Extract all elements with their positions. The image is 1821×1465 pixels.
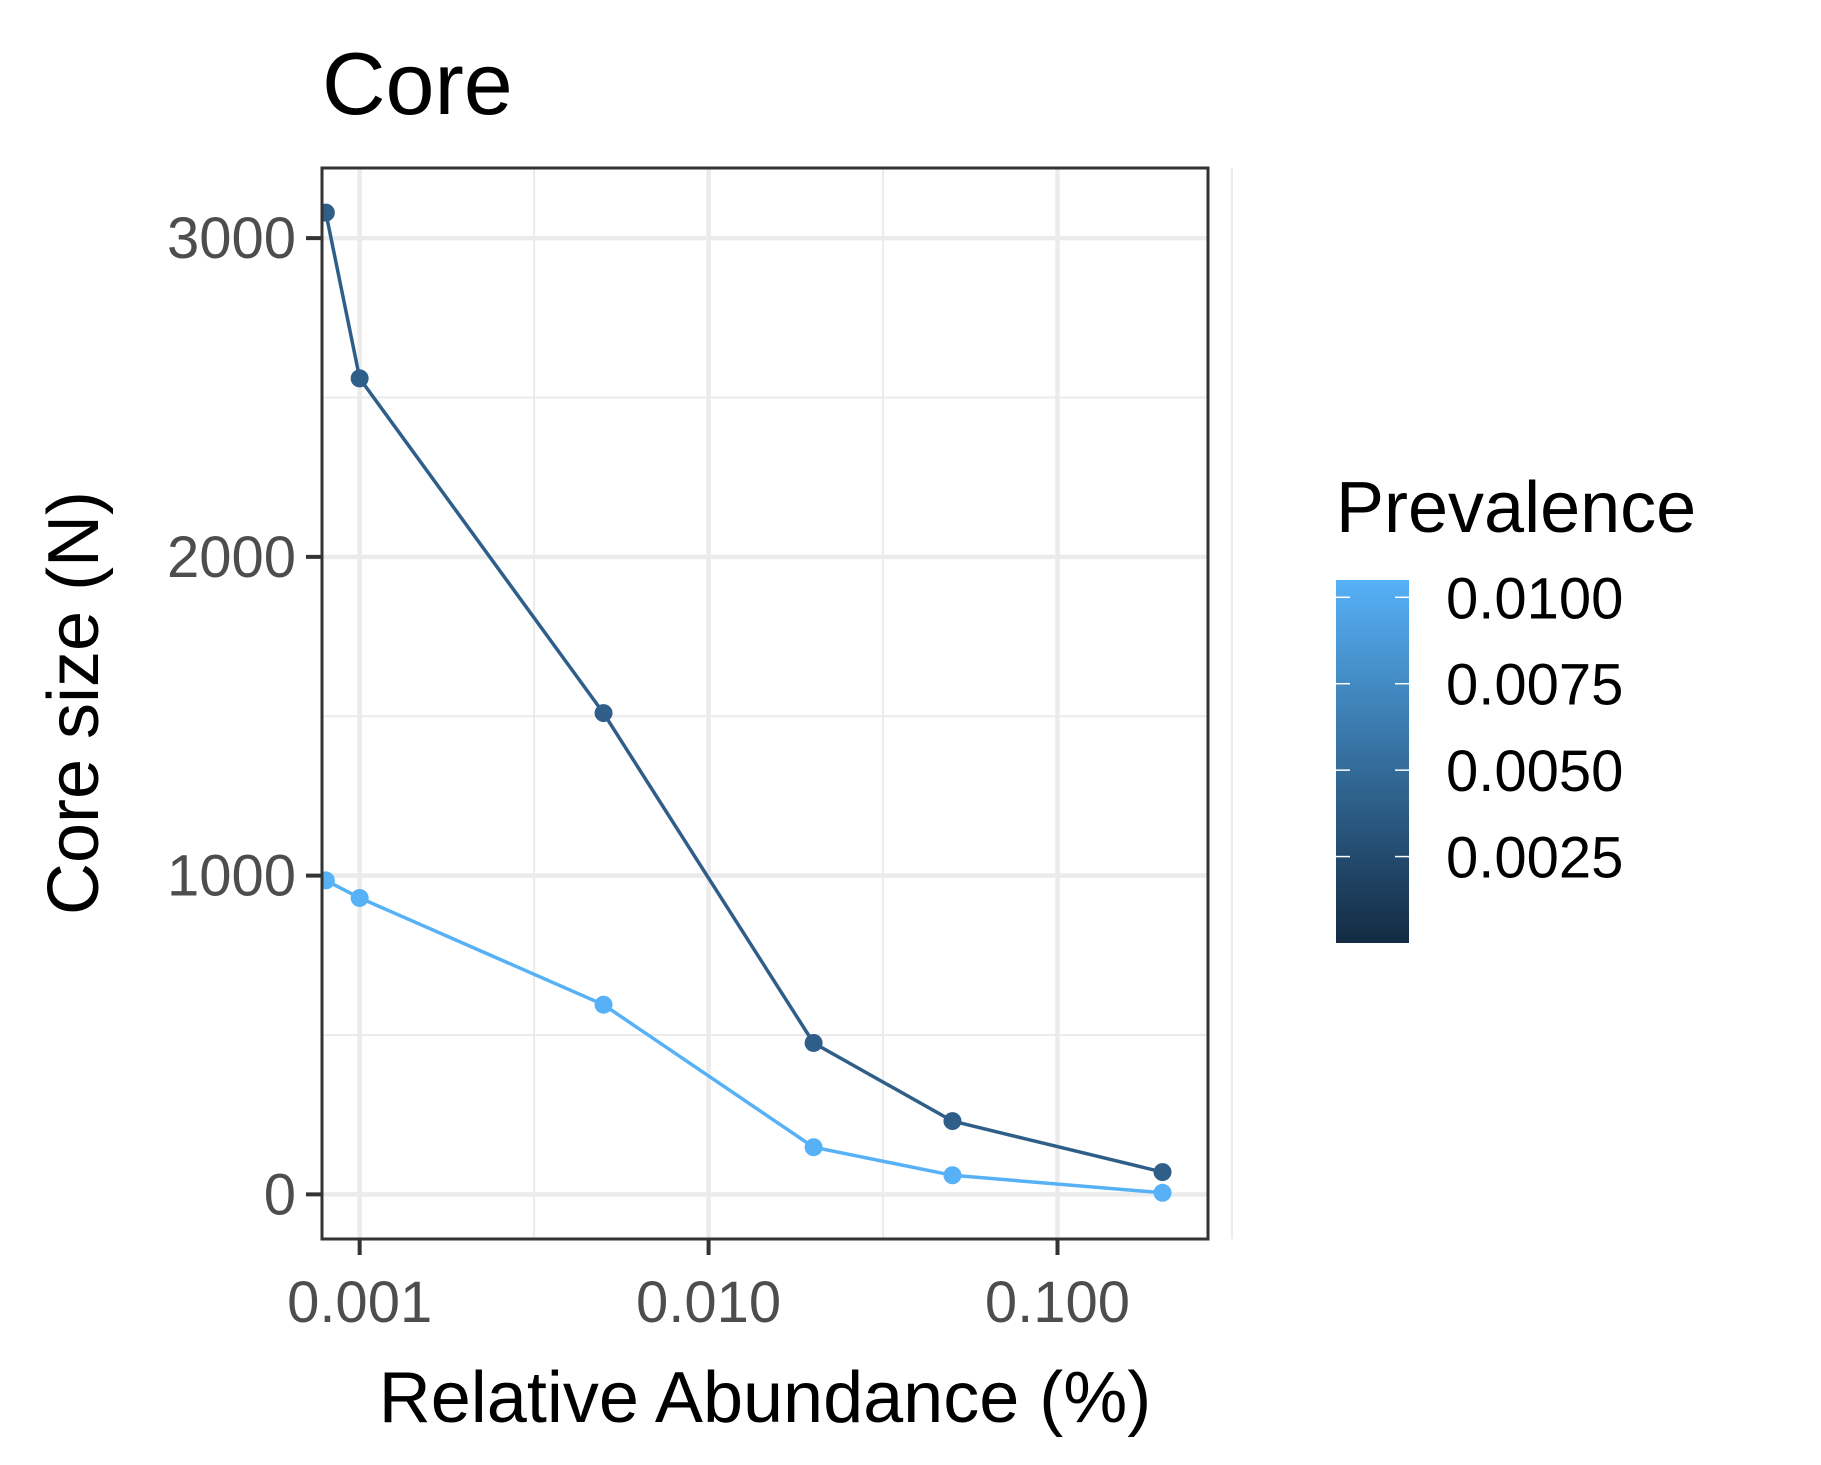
major-gridlines [322, 168, 1208, 1239]
y-tick-label: 1000 [167, 844, 296, 909]
data-point [943, 1112, 962, 1131]
data-point [1153, 1183, 1172, 1202]
x-axis-label: Relative Abundance (%) [379, 1358, 1151, 1438]
chart-title: Core [322, 34, 513, 133]
data-point [322, 203, 335, 222]
y-tick-label: 3000 [167, 206, 296, 271]
x-axis: 0.001 0.010 0.100 [287, 1239, 1130, 1335]
data-point [350, 888, 369, 907]
y-axis: 0 1000 2000 3000 [167, 206, 322, 1227]
data-series [322, 203, 1172, 1202]
series-line-0 [324, 212, 1163, 1174]
legend-tick-label: 0.0100 [1446, 566, 1623, 631]
x-tick-label: 0.100 [985, 1270, 1130, 1335]
y-tick-label: 0 [264, 1162, 296, 1227]
plot-panel-border [320, 166, 1210, 1241]
legend-tick-label: 0.0050 [1446, 739, 1623, 804]
minor-gridlines [322, 168, 1233, 1239]
y-tick-label: 2000 [167, 525, 296, 590]
legend-colorbar [1336, 580, 1409, 943]
legend: Prevalence 0.0100 0.0075 0.0050 0.0025 [1336, 468, 1696, 943]
x-tick-label: 0.001 [287, 1270, 432, 1335]
data-point [804, 1138, 823, 1157]
plot-panel-background [322, 168, 1208, 1239]
y-axis-label: Core size (N) [34, 491, 114, 915]
x-tick-label: 0.010 [636, 1270, 781, 1335]
legend-title: Prevalence [1336, 468, 1696, 548]
data-point [350, 369, 369, 388]
legend-ticks: 0.0100 0.0075 0.0050 0.0025 [1336, 566, 1623, 891]
legend-tick-label: 0.0075 [1446, 653, 1623, 718]
data-point [594, 995, 613, 1014]
data-point [943, 1166, 962, 1185]
data-point [594, 704, 613, 723]
data-point [1153, 1163, 1172, 1182]
data-point [804, 1033, 823, 1052]
legend-tick-label: 0.0025 [1446, 826, 1623, 891]
data-point [322, 871, 335, 890]
